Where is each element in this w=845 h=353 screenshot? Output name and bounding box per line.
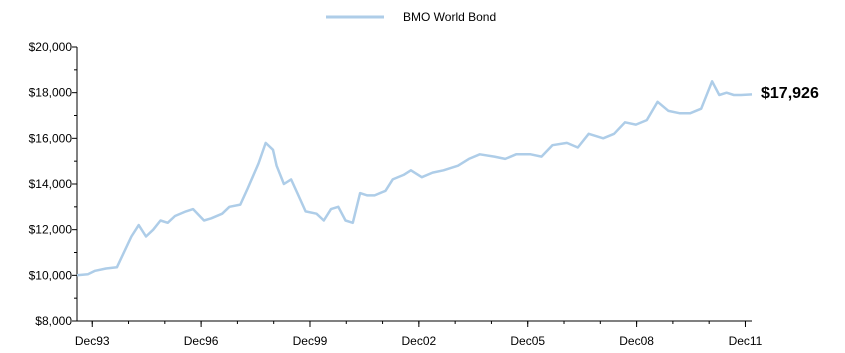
x-tick-label: Dec96 bbox=[184, 334, 219, 348]
x-tick-label: Dec02 bbox=[402, 334, 437, 348]
y-tick-label: $20,000 bbox=[29, 40, 73, 54]
x-tick-label: Dec11 bbox=[729, 334, 763, 348]
x-tick-label: Dec08 bbox=[619, 334, 654, 348]
y-tick-label: $8,000 bbox=[35, 314, 72, 328]
legend: BMO World Bond bbox=[326, 10, 496, 24]
y-tick-label: $18,000 bbox=[29, 86, 73, 100]
x-tick-label: Dec93 bbox=[75, 334, 110, 348]
y-axis: $8,000 $10,000 $12,000 $14,000 $16,000 $18,00… bbox=[29, 40, 78, 328]
y-tick-label: $12,000 bbox=[29, 223, 73, 237]
legend-label-bmo-world-bond: BMO World Bond bbox=[403, 10, 496, 24]
x-axis: Dec93 Dec96 Dec99 Dec02 Dec05 Dec08 Dec11 bbox=[75, 320, 763, 348]
y-tick-label: $10,000 bbox=[29, 268, 73, 282]
x-tick-label: Dec05 bbox=[510, 334, 545, 348]
series-line-bmo-world-bond bbox=[76, 80, 753, 277]
y-tick-label: $14,000 bbox=[29, 177, 73, 191]
y-tick-label: $16,000 bbox=[29, 131, 73, 145]
x-tick-label: Dec99 bbox=[293, 334, 328, 348]
end-value-label: $17,926 bbox=[761, 85, 819, 102]
